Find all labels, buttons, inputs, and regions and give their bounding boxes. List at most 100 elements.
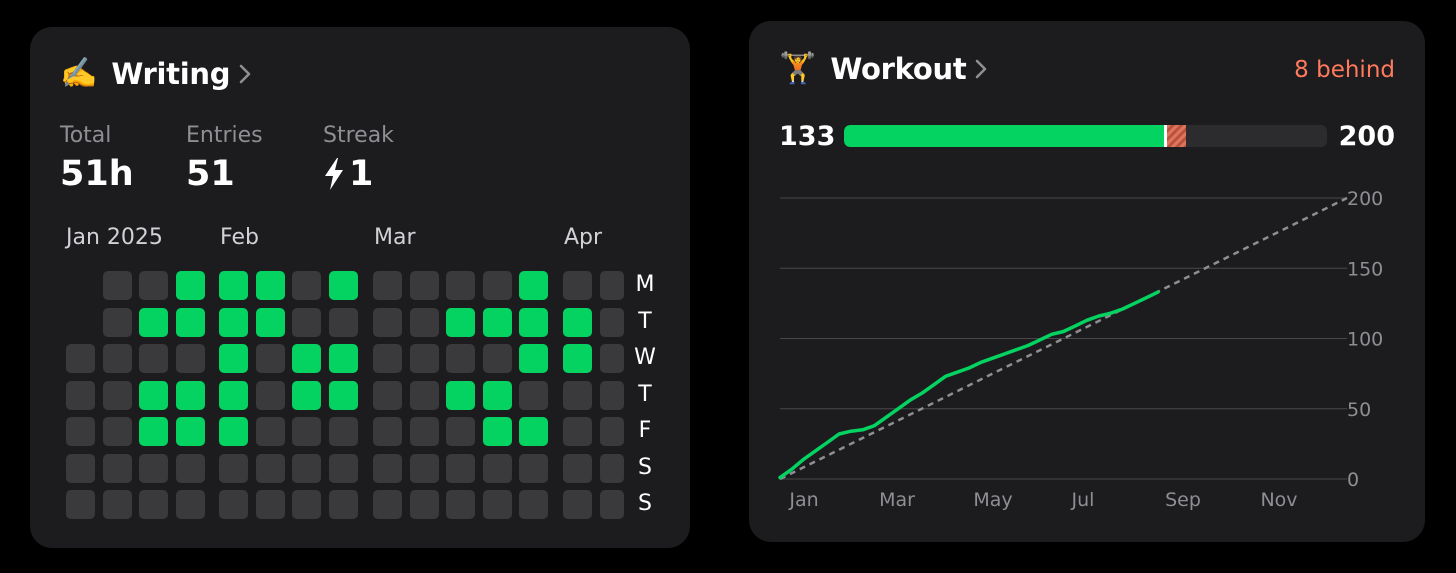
heatmap-cell[interactable] xyxy=(66,417,95,446)
heatmap-cell[interactable] xyxy=(600,490,624,519)
heatmap-cell[interactable] xyxy=(373,490,402,519)
heatmap-cell[interactable] xyxy=(563,490,592,519)
heatmap-cell-active[interactable] xyxy=(256,271,285,300)
heatmap-cell[interactable] xyxy=(563,454,592,483)
heatmap-cell[interactable] xyxy=(410,454,439,483)
heatmap-cell[interactable] xyxy=(600,308,624,337)
heatmap-cell[interactable] xyxy=(66,454,95,483)
heatmap-cell-active[interactable] xyxy=(139,381,168,410)
heatmap-cell[interactable] xyxy=(600,417,624,446)
heatmap-cell-active[interactable] xyxy=(519,271,548,300)
heatmap-cell[interactable] xyxy=(410,490,439,519)
heatmap-cell[interactable] xyxy=(446,454,475,483)
heatmap-cell[interactable] xyxy=(329,454,358,483)
heatmap-cell[interactable] xyxy=(292,308,321,337)
heatmap-cell[interactable] xyxy=(373,454,402,483)
heatmap-cell-active[interactable] xyxy=(329,344,358,373)
heatmap-cell[interactable] xyxy=(329,490,358,519)
heatmap-cell[interactable] xyxy=(219,454,248,483)
heatmap-cell-active[interactable] xyxy=(219,417,248,446)
heatmap-cell-active[interactable] xyxy=(446,381,475,410)
heatmap-cell-active[interactable] xyxy=(292,381,321,410)
heatmap-cell-active[interactable] xyxy=(446,308,475,337)
heatmap-cell-active[interactable] xyxy=(519,308,548,337)
heatmap-cell[interactable] xyxy=(410,308,439,337)
heatmap-cell[interactable] xyxy=(103,454,132,483)
heatmap-cell[interactable] xyxy=(103,344,132,373)
heatmap-cell-active[interactable] xyxy=(329,271,358,300)
heatmap-cell[interactable] xyxy=(176,490,205,519)
heatmap-cell-active[interactable] xyxy=(139,417,168,446)
heatmap-cell-active[interactable] xyxy=(483,308,512,337)
heatmap-cell-active[interactable] xyxy=(219,344,248,373)
heatmap-cell[interactable] xyxy=(483,271,512,300)
heatmap-cell-active[interactable] xyxy=(219,381,248,410)
heatmap-cell-active[interactable] xyxy=(519,417,548,446)
heatmap-cell[interactable] xyxy=(600,344,624,373)
heatmap-cell[interactable] xyxy=(292,271,321,300)
heatmap-cell[interactable] xyxy=(563,417,592,446)
heatmap-cell-active[interactable] xyxy=(176,271,205,300)
heatmap-cell-active[interactable] xyxy=(256,308,285,337)
heatmap-cell[interactable] xyxy=(483,344,512,373)
writing-header[interactable]: ✍️ Writing xyxy=(60,57,252,91)
heatmap-cell[interactable] xyxy=(292,417,321,446)
heatmap-cell-active[interactable] xyxy=(563,344,592,373)
heatmap-cell[interactable] xyxy=(563,271,592,300)
heatmap-cell[interactable] xyxy=(446,417,475,446)
heatmap-cell[interactable] xyxy=(373,344,402,373)
heatmap-cell[interactable] xyxy=(103,308,132,337)
heatmap-cell-active[interactable] xyxy=(483,417,512,446)
workout-header[interactable]: 🏋️ Workout xyxy=(779,52,988,86)
heatmap-cell-active[interactable] xyxy=(176,308,205,337)
heatmap-cell[interactable] xyxy=(483,454,512,483)
heatmap-cell[interactable] xyxy=(66,381,95,410)
heatmap-cell-active[interactable] xyxy=(329,381,358,410)
heatmap-cell[interactable] xyxy=(446,271,475,300)
heatmap-cell[interactable] xyxy=(139,344,168,373)
heatmap-cell[interactable] xyxy=(563,381,592,410)
heatmap-cell[interactable] xyxy=(103,381,132,410)
heatmap-cell[interactable] xyxy=(176,454,205,483)
heatmap-cell[interactable] xyxy=(600,271,624,300)
heatmap-cell-active[interactable] xyxy=(483,381,512,410)
heatmap-cell-active[interactable] xyxy=(519,344,548,373)
heatmap-cell-active[interactable] xyxy=(563,308,592,337)
heatmap-cell[interactable] xyxy=(373,271,402,300)
heatmap-cell-active[interactable] xyxy=(176,381,205,410)
heatmap-cell[interactable] xyxy=(329,308,358,337)
heatmap-cell[interactable] xyxy=(219,490,248,519)
heatmap-cell[interactable] xyxy=(600,454,624,483)
heatmap-cell[interactable] xyxy=(410,417,439,446)
heatmap-cell[interactable] xyxy=(256,490,285,519)
heatmap-cell[interactable] xyxy=(483,490,512,519)
heatmap-cell[interactable] xyxy=(103,417,132,446)
heatmap-cell[interactable] xyxy=(176,344,205,373)
heatmap-cell[interactable] xyxy=(519,454,548,483)
heatmap-cell[interactable] xyxy=(600,381,624,410)
heatmap-cell[interactable] xyxy=(373,308,402,337)
heatmap-cell[interactable] xyxy=(256,454,285,483)
heatmap-cell[interactable] xyxy=(66,490,95,519)
heatmap-cell[interactable] xyxy=(139,490,168,519)
heatmap-cell[interactable] xyxy=(410,381,439,410)
heatmap-cell[interactable] xyxy=(519,381,548,410)
heatmap-cell[interactable] xyxy=(139,271,168,300)
heatmap-cell[interactable] xyxy=(329,417,358,446)
heatmap-cell-active[interactable] xyxy=(292,344,321,373)
heatmap-cell[interactable] xyxy=(103,271,132,300)
heatmap-cell[interactable] xyxy=(373,417,402,446)
heatmap-cell[interactable] xyxy=(256,344,285,373)
heatmap-cell-active[interactable] xyxy=(176,417,205,446)
heatmap-cell[interactable] xyxy=(519,490,548,519)
heatmap-cell[interactable] xyxy=(139,454,168,483)
heatmap-cell[interactable] xyxy=(446,490,475,519)
heatmap-cell[interactable] xyxy=(410,344,439,373)
heatmap-cell-active[interactable] xyxy=(219,271,248,300)
heatmap-cell[interactable] xyxy=(292,490,321,519)
heatmap-cell[interactable] xyxy=(256,417,285,446)
heatmap-cell[interactable] xyxy=(446,344,475,373)
heatmap-cell[interactable] xyxy=(373,381,402,410)
heatmap-cell[interactable] xyxy=(256,381,285,410)
heatmap-cell[interactable] xyxy=(292,454,321,483)
